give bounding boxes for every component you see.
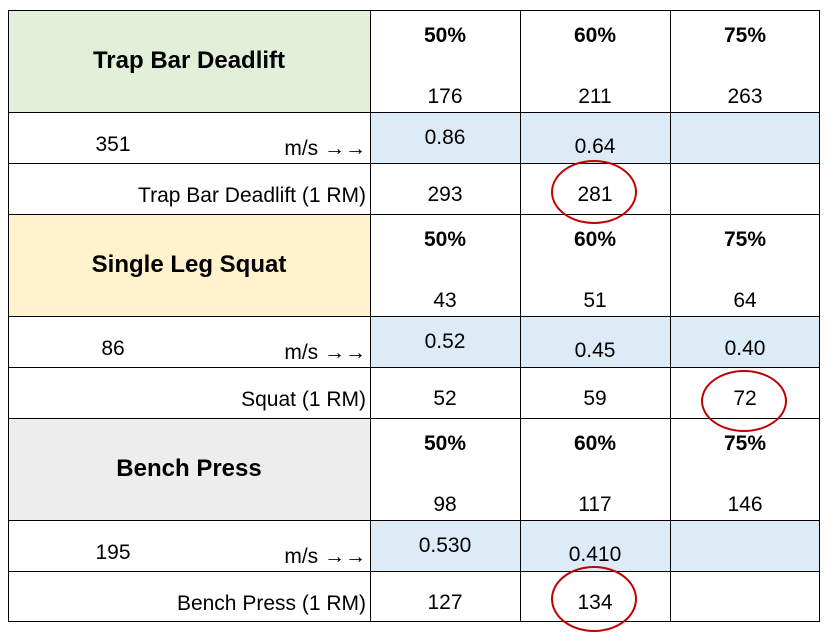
pct-header: 75% xyxy=(723,227,767,251)
ms-label: m/s →→ xyxy=(284,137,366,160)
velocity-value: 0.40 xyxy=(670,316,820,367)
section-title: Bench Press xyxy=(8,418,370,520)
rm-value: 293 xyxy=(427,182,463,206)
pct-header: 75% xyxy=(723,431,767,455)
ms-label: m/s →→ xyxy=(284,341,366,364)
load-value: 43 xyxy=(433,289,457,312)
highlight-circle xyxy=(701,370,787,432)
section-title: Single Leg Squat xyxy=(8,214,370,316)
load-value: 176 xyxy=(427,85,463,108)
load-value: 98 xyxy=(433,493,457,516)
velocity-value xyxy=(670,112,820,163)
pct-header: 60% xyxy=(573,227,617,251)
base-value: 86 xyxy=(101,337,125,360)
pct-header: 75% xyxy=(723,23,767,47)
base-value: 195 xyxy=(95,541,131,564)
load-value: 211 xyxy=(578,85,612,108)
velocity-value: 0.410 xyxy=(520,520,670,571)
load-value: 263 xyxy=(727,85,763,108)
rm-label: Squat (1 RM) xyxy=(241,387,366,411)
spreadsheet: Trap Bar Deadlift 50% 60% 75% 176 211 26… xyxy=(8,10,820,632)
velocity-value: 0.86 xyxy=(370,112,520,163)
highlight-circle xyxy=(551,566,637,632)
velocity-value: 0.64 xyxy=(520,112,670,163)
base-value: 351 xyxy=(95,133,131,156)
rm-value: 52 xyxy=(433,386,457,410)
velocity-value: 0.52 xyxy=(370,316,520,367)
pct-header: 50% xyxy=(423,227,467,251)
velocity-value: 0.45 xyxy=(520,316,670,367)
velocity-value: 0.530 xyxy=(370,520,520,571)
load-value: 146 xyxy=(727,493,763,516)
grid-lines xyxy=(8,10,820,622)
section-title: Trap Bar Deadlift xyxy=(8,10,370,112)
load-value: 51 xyxy=(583,289,607,312)
velocity-value xyxy=(670,520,820,571)
pct-header: 50% xyxy=(423,431,467,455)
rm-value: 127 xyxy=(427,590,463,614)
load-value: 117 xyxy=(578,493,612,516)
highlight-circle xyxy=(551,160,637,224)
ms-label: m/s →→ xyxy=(284,545,366,568)
rm-label: Bench Press (1 RM) xyxy=(176,591,366,615)
rm-value: 59 xyxy=(583,386,607,410)
rm-label: Trap Bar Deadlift (1 RM) xyxy=(138,183,366,207)
pct-header: 50% xyxy=(423,23,467,47)
load-value: 64 xyxy=(733,289,757,312)
pct-header: 60% xyxy=(573,23,617,47)
pct-header: 60% xyxy=(573,431,617,455)
